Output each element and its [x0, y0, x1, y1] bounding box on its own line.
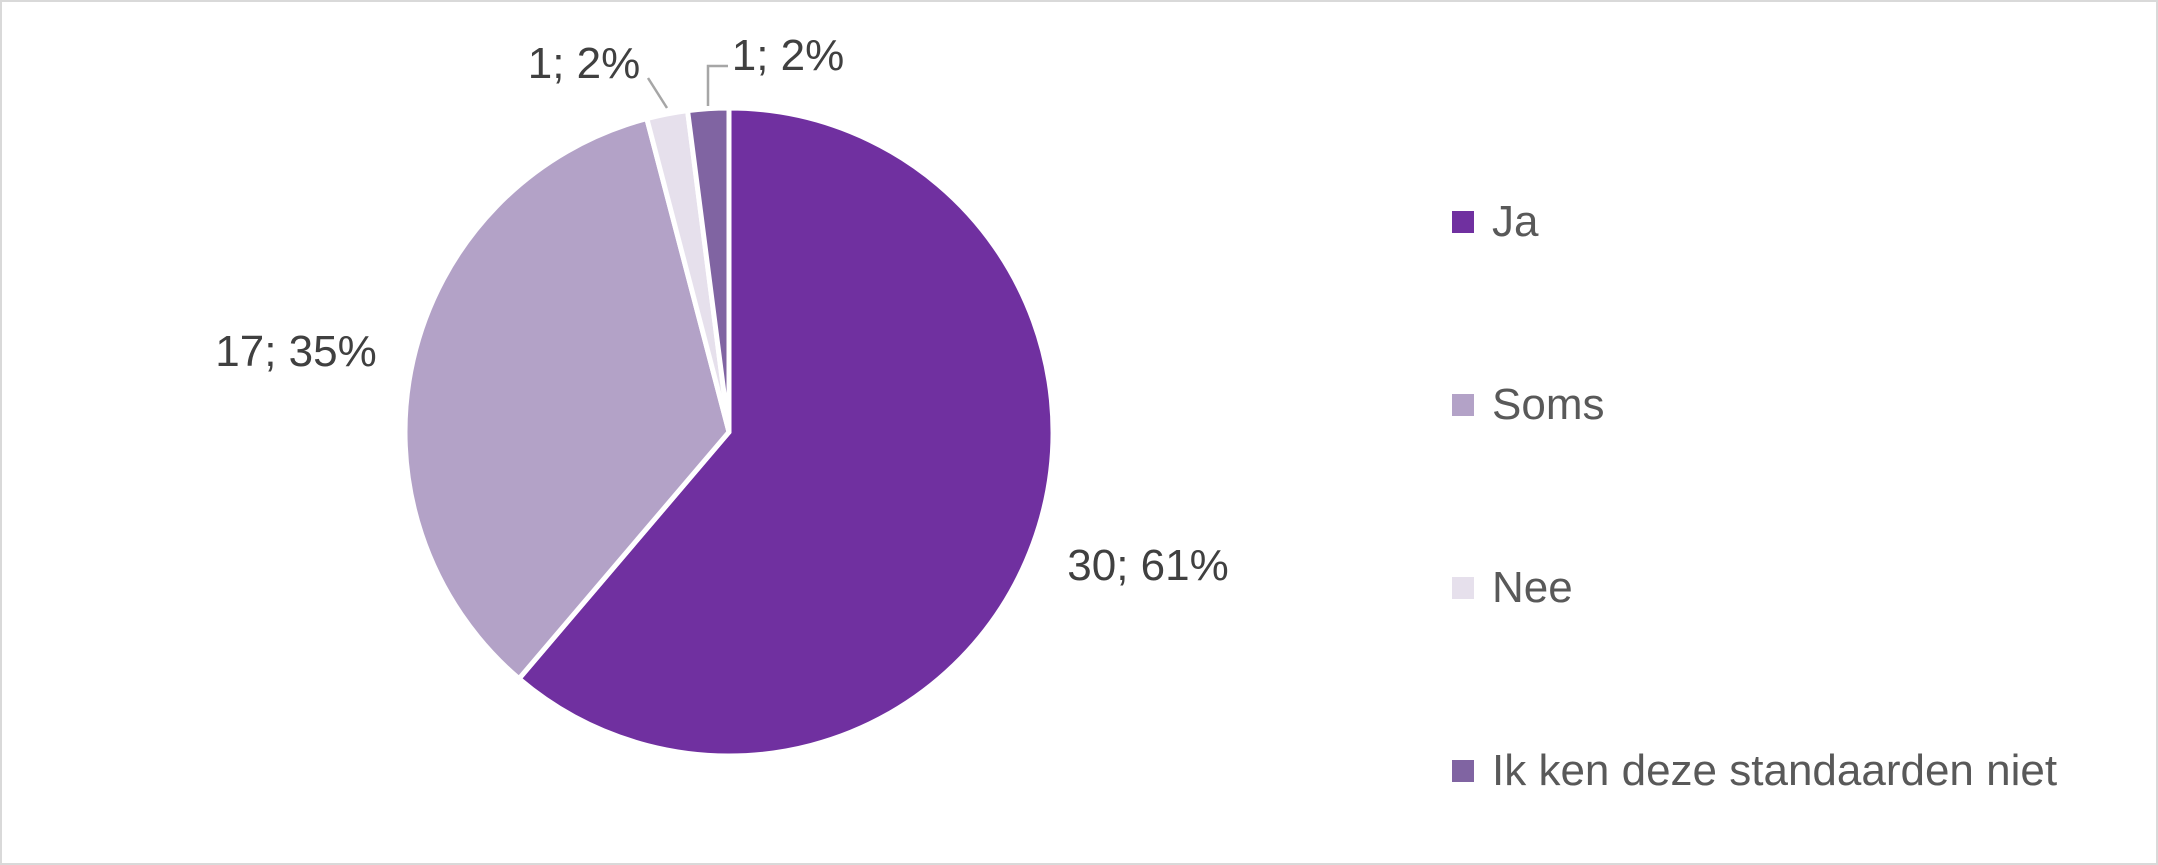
pie-slice-ja	[516, 105, 1056, 759]
legend-label-ik-ken-niet: Ik ken deze standaarden niet	[1492, 745, 2058, 795]
pie-slice-soms	[402, 116, 732, 682]
data-label-ja: 30; 61%	[1067, 541, 1228, 590]
legend: Ja Soms Nee Ik ken deze standaarden niet	[1452, 130, 2132, 862]
data-label-ik-ken-niet: 1; 2%	[732, 31, 845, 80]
pie-slice-ik-ken-niet	[685, 105, 732, 435]
legend-swatch-nee	[1452, 576, 1474, 599]
legend-item-ik-ken-niet: Ik ken deze standaarden niet	[1452, 679, 2132, 862]
legend-label-nee: Nee	[1492, 562, 1573, 612]
leader-line-ik-ken-niet	[706, 64, 728, 106]
legend-swatch-ja	[1452, 210, 1474, 233]
legend-swatch-ik-ken-niet	[1452, 759, 1474, 782]
legend-swatch-soms	[1452, 393, 1474, 416]
legend-label-soms: Soms	[1492, 379, 1605, 429]
data-label-soms: 17; 35%	[215, 327, 376, 376]
leader-line-nee	[646, 77, 669, 109]
legend-item-soms: Soms	[1452, 313, 2132, 496]
data-label-nee: 1; 2%	[528, 39, 641, 88]
legend-item-nee: Nee	[1452, 496, 2132, 679]
legend-label-ja: Ja	[1492, 196, 1539, 246]
legend-item-ja: Ja	[1452, 130, 2132, 313]
